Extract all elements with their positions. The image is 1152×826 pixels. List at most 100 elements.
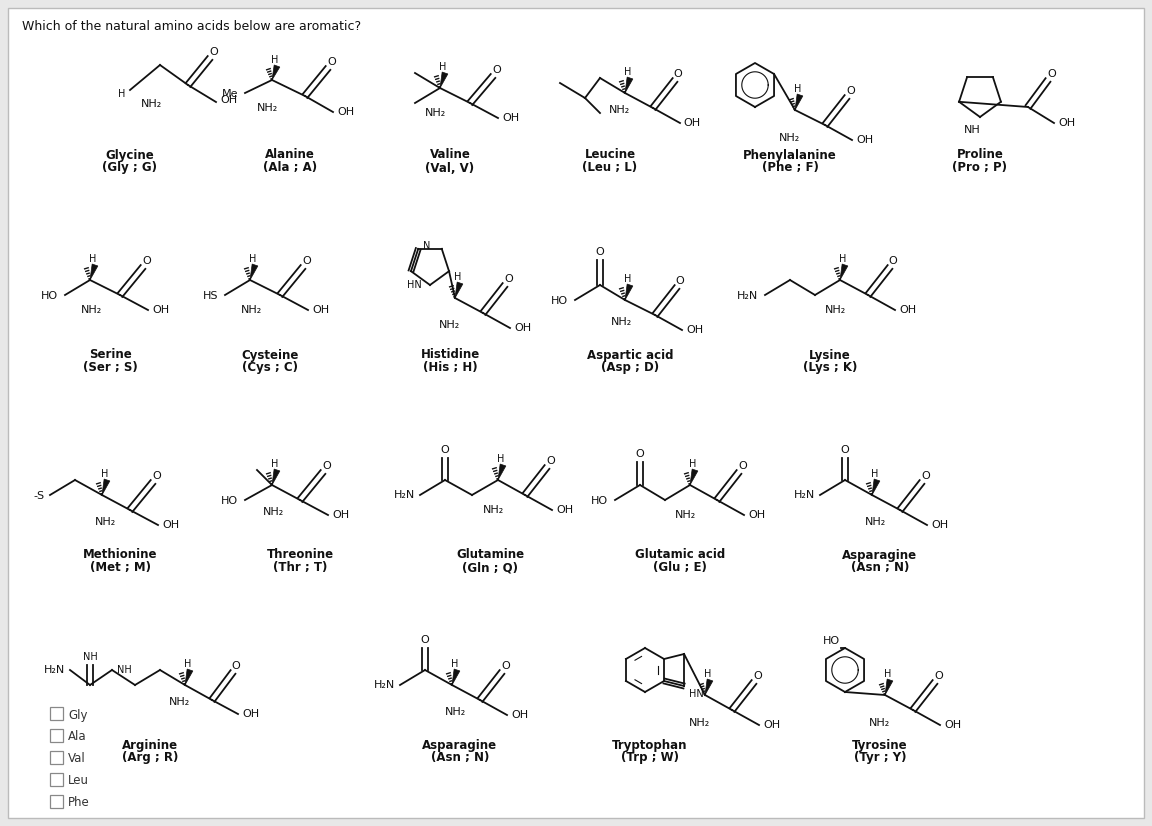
Text: NH₂: NH₂ [864, 517, 886, 527]
Text: H: H [272, 459, 279, 469]
Text: Me: Me [221, 89, 238, 99]
Text: O: O [674, 69, 682, 79]
Text: Glycine: Glycine [106, 149, 154, 162]
Polygon shape [452, 669, 460, 685]
Text: NH: NH [83, 652, 98, 662]
Text: O: O [420, 635, 430, 645]
Text: HO: HO [551, 296, 568, 306]
Text: OH: OH [763, 720, 780, 730]
Text: H: H [704, 669, 712, 679]
Bar [50, 795, 63, 808]
Text: O: O [596, 247, 605, 257]
Text: (His ; H): (His ; H) [423, 362, 477, 374]
Text: OH: OH [748, 510, 765, 520]
Text: NH₂: NH₂ [439, 320, 461, 330]
Text: NH₂: NH₂ [82, 305, 103, 315]
Text: HS: HS [203, 291, 218, 301]
Polygon shape [455, 282, 463, 298]
Text: H: H [249, 254, 257, 264]
Polygon shape [840, 264, 848, 280]
Text: Alanine: Alanine [265, 149, 314, 162]
Text: Phenylalanine: Phenylalanine [743, 149, 836, 162]
Text: Phe: Phe [68, 796, 90, 809]
Text: H: H [90, 254, 97, 264]
Text: Asparagine: Asparagine [842, 548, 917, 562]
Text: H: H [439, 62, 447, 72]
Polygon shape [626, 284, 632, 300]
Text: O: O [934, 671, 943, 681]
Text: NH₂: NH₂ [674, 510, 696, 520]
Text: NH₂: NH₂ [142, 99, 162, 109]
Text: H: H [840, 254, 847, 264]
Text: OH: OH [162, 520, 179, 530]
Text: Which of the natural amino acids below are aromatic?: Which of the natural amino acids below a… [22, 20, 361, 33]
Text: O: O [1047, 69, 1056, 79]
Text: H: H [871, 469, 879, 479]
Text: (Gln ; Q): (Gln ; Q) [462, 562, 518, 575]
Text: H: H [498, 454, 505, 464]
Text: O: O [675, 276, 684, 286]
Text: OH: OH [338, 107, 354, 117]
Text: OH: OH [1058, 118, 1075, 128]
Text: Histidine: Histidine [420, 349, 479, 362]
Text: OH: OH [242, 709, 259, 719]
Text: H: H [119, 89, 126, 99]
Text: O: O [847, 86, 856, 96]
Text: O: O [888, 256, 897, 266]
Text: Val: Val [68, 752, 85, 766]
Text: (Trp ; W): (Trp ; W) [621, 752, 679, 765]
Bar [50, 707, 63, 720]
Polygon shape [185, 669, 192, 685]
Polygon shape [498, 464, 506, 480]
Text: H: H [624, 274, 631, 284]
Text: -S: -S [33, 491, 45, 501]
Text: (Ser ; S): (Ser ; S) [83, 362, 137, 374]
Text: OH: OH [502, 113, 520, 123]
Text: Asparagine: Asparagine [423, 738, 498, 752]
Text: NH: NH [118, 665, 131, 675]
Polygon shape [795, 94, 803, 110]
Text: Gly: Gly [68, 709, 88, 721]
Text: (Thr ; T): (Thr ; T) [273, 562, 327, 575]
Text: H: H [885, 669, 892, 679]
Text: H₂N: H₂N [44, 665, 65, 675]
Text: H: H [454, 272, 462, 282]
Text: OH: OH [332, 510, 349, 520]
Text: Lysine: Lysine [809, 349, 851, 362]
Text: NH₂: NH₂ [424, 108, 446, 118]
Text: O: O [232, 661, 241, 671]
Text: HO: HO [591, 496, 608, 506]
Text: O: O [501, 661, 510, 671]
Polygon shape [440, 72, 448, 88]
Text: OH: OH [556, 505, 574, 515]
Bar [50, 729, 63, 742]
Text: (Asp ; D): (Asp ; D) [601, 362, 659, 374]
Text: H: H [795, 84, 802, 94]
Text: OH: OH [312, 305, 329, 315]
Text: H₂N: H₂N [794, 490, 814, 500]
Text: (Arg ; R): (Arg ; R) [122, 752, 179, 765]
Text: O: O [547, 456, 555, 466]
Polygon shape [872, 479, 880, 495]
Text: (Pro ; P): (Pro ; P) [953, 162, 1008, 174]
Text: O: O [440, 445, 449, 455]
Text: O: O [505, 274, 514, 284]
Bar [50, 773, 63, 786]
Polygon shape [705, 679, 713, 695]
Text: OH: OH [931, 520, 948, 530]
Text: OH: OH [220, 95, 237, 105]
Text: OH: OH [683, 118, 700, 128]
Text: (Cys ; C): (Cys ; C) [242, 362, 298, 374]
Text: Cysteine: Cysteine [241, 349, 298, 362]
Text: O: O [143, 256, 151, 266]
Text: O: O [738, 461, 748, 471]
Text: Tryptophan: Tryptophan [612, 738, 688, 752]
Text: Threonine: Threonine [266, 548, 334, 562]
Text: Valine: Valine [430, 149, 470, 162]
Text: NH: NH [963, 125, 980, 135]
Text: (Ala ; A): (Ala ; A) [263, 162, 317, 174]
Text: (Glu ; E): (Glu ; E) [653, 562, 707, 575]
Text: O: O [493, 65, 501, 75]
Text: O: O [922, 471, 931, 481]
Text: O: O [636, 449, 644, 459]
